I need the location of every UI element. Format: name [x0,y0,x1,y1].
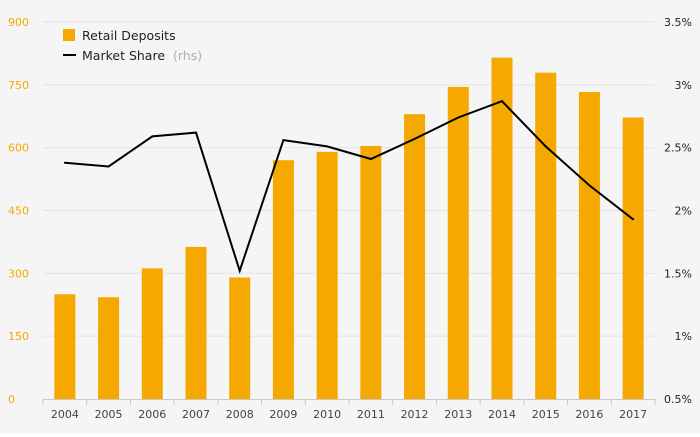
x-tick-label: 2005 [95,408,123,421]
x-tick-label: 2017 [619,408,647,421]
x-tick-label: 2004 [51,408,79,421]
y-left-tick-label: 0 [8,393,15,406]
x-tick-label: 2015 [532,408,560,421]
bar-series [54,57,644,400]
bar-2005 [98,297,120,399]
y-right-tick-label: 2.5% [664,142,692,155]
x-tick-label: 2014 [488,408,516,421]
bar-2013 [447,86,469,399]
x-axis: 2004 2005 2006 2007 2008 2009 2010 2011 2012 2013… [51,408,647,421]
market-share-point-2009 [282,139,285,142]
x-tick-label: 2013 [444,408,472,421]
legend-swatch-retail-deposits [63,29,75,41]
market-share-line [64,100,634,275]
market-share-point-2016 [588,184,591,187]
y-axis-left: 0 150 300 450 600 750 900 [8,16,29,406]
legend-label-market-share-suffix: (rhs) [173,48,202,63]
bar-2006 [141,268,163,399]
market-share-point-2004 [63,161,66,164]
bar-2011 [360,145,382,399]
axes [42,399,656,405]
bar-2014 [491,57,513,399]
gridlines [43,21,655,337]
x-tick-label: 2009 [269,408,297,421]
market-share-point-2015 [544,145,547,148]
market-share-point-2014 [501,100,503,103]
bar-2007 [185,246,207,399]
y-right-tick-label: 1.5% [664,267,692,280]
y-right-tick-label: 3.5% [664,16,692,29]
y-right-tick-label: 3% [675,79,692,92]
legend: Retail Deposits Market Share (rhs) [63,28,202,63]
bar-2017 [622,117,644,400]
y-left-tick-label: 150 [8,330,29,343]
x-tick-label: 2007 [182,408,210,421]
x-tick-label: 2012 [401,408,429,421]
y-right-tick-label: 0.5% [664,393,692,406]
y-left-tick-label: 300 [8,267,29,280]
market-share-point-2011 [369,157,372,160]
x-tick-label: 2008 [226,408,254,421]
legend-label-market-share: Market Share (rhs) [82,48,202,63]
x-tick-label: 2006 [138,408,166,421]
x-tick-label: 2016 [575,408,603,421]
y-right-tick-label: 1% [675,330,692,343]
y-axis-right: 0.5% 1% 1.5% 2% 2.5% 3% 3.5% [664,16,692,406]
y-left-tick-label: 600 [8,142,29,155]
market-share-point-2007 [195,131,197,134]
bar-2012 [404,114,426,400]
bar-2016 [578,91,600,400]
market-share-point-2013 [457,116,460,119]
y-left-tick-label: 900 [8,16,29,29]
y-left-tick-label: 450 [8,205,29,218]
market-share-point-2010 [326,145,329,148]
bar-2008 [229,277,251,399]
legend-label-retail-deposits: Retail Deposits [82,28,176,43]
x-tick-label: 2011 [357,408,385,421]
market-share-point-2005 [107,165,110,168]
bar-2015 [535,72,557,400]
market-share-point-2017 [632,218,635,221]
line-series [63,100,635,275]
bar-2004 [54,294,76,399]
bar-2009 [272,160,294,399]
y-left-tick-label: 750 [8,79,29,92]
x-tick-label: 2010 [313,408,341,421]
market-share-point-2006 [151,135,154,138]
market-share-point-2012 [413,137,416,140]
y-right-tick-label: 2% [675,205,692,218]
bar-2010 [316,151,338,399]
legend-label-market-share-name: Market Share [82,48,165,63]
market-share-point-2008 [238,269,241,272]
